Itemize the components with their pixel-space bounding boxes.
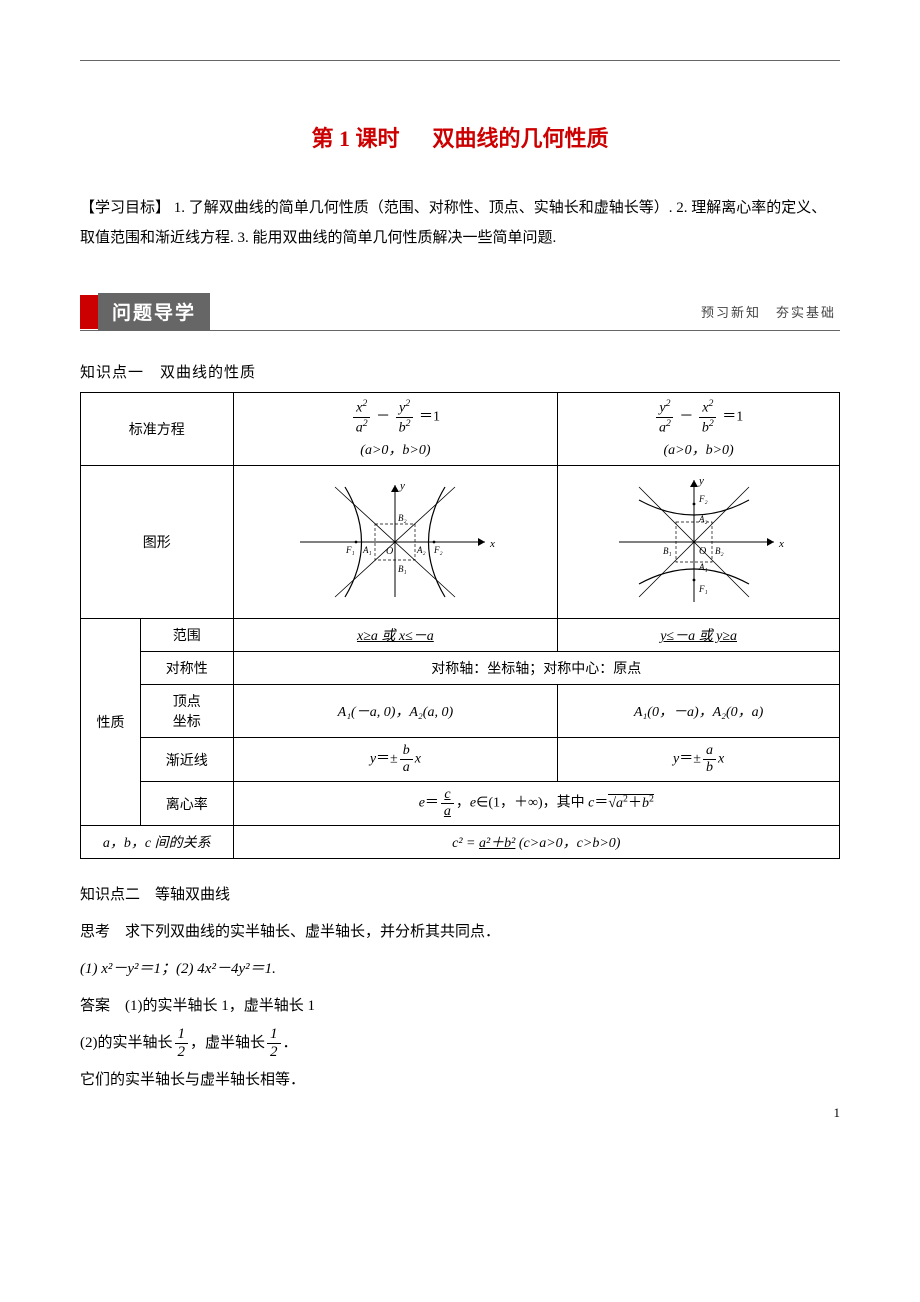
svg-text:F₁: F₁	[698, 584, 708, 594]
section-label: 问题导学	[98, 293, 210, 330]
page-number: 1	[834, 1105, 841, 1121]
asymptote-label: 渐近线	[141, 738, 234, 782]
lesson-title: 第 1 课时 双曲线的几何性质	[80, 121, 840, 153]
hyperbola-horizontal-icon: x y O B₂ B₁ A₁ A₂ F₁	[290, 477, 500, 607]
graph-vertical: x y O A₂ A₁ B₁ B₂ F₂ F₁	[558, 466, 840, 619]
ecc-label: 离心率	[141, 782, 234, 826]
range-label: 范围	[141, 619, 234, 652]
svg-text:y: y	[399, 480, 405, 492]
svg-text:A₁: A₁	[362, 545, 372, 555]
props-rowhead: 性质	[81, 619, 141, 826]
kp2-title: 知识点二 等轴双曲线	[80, 879, 840, 912]
kp2-conclusion: 它们的实半轴长与虚半轴长相等．	[80, 1064, 840, 1097]
relation-val: c² = a²＋b² (c>a>0，c>b>0)	[233, 826, 839, 859]
page: 第 1 课时 双曲线的几何性质 【学习目标】 1. 了解双曲线的简单几何性质（范…	[0, 0, 920, 1141]
kp2-answer1: 答案 (1)的实半轴长 1，虚半轴长 1	[80, 990, 840, 1023]
stdform-eq2: y2a2 － x2b2 ＝1 (a>0，b>0)	[558, 393, 840, 466]
svg-text:B₁: B₁	[398, 564, 407, 574]
symmetry-label: 对称性	[141, 652, 234, 685]
table-row: 性质 范围 x≥a 或 x≤－a y≤－a 或 y≥a	[81, 619, 840, 652]
graph-horizontal: x y O B₂ B₁ A₁ A₂ F₁	[233, 466, 558, 619]
svg-text:A₁: A₁	[698, 562, 708, 572]
table-row: 标准方程 x2a2 － y2b2 ＝1 (a>0，b>0) y2a2 －	[81, 393, 840, 466]
vertex-v1: A₁(－a, 0)，A₂(a, 0)	[233, 685, 558, 738]
svg-text:B₂: B₂	[398, 513, 407, 523]
asymptote-v2: y＝±abx	[558, 738, 840, 782]
kp1-title: 知识点一 双曲线的性质	[80, 361, 840, 382]
svg-text:y: y	[698, 475, 704, 487]
ecc-val: e＝ca，e∈(1，＋∞)，其中 c＝√a2＋b2	[233, 782, 839, 826]
kp2-answer2: (2)的实半轴长12，虚半轴长12．	[80, 1027, 840, 1060]
red-block-icon	[80, 295, 98, 329]
title-main: 双曲线的几何性质	[433, 126, 609, 151]
svg-text:x: x	[778, 538, 784, 550]
objectives-label: 【学习目标】	[80, 200, 170, 216]
svg-text:O: O	[386, 546, 393, 557]
symmetry-val: 对称轴：坐标轴；对称中心：原点	[233, 652, 839, 685]
svg-text:F₂: F₂	[698, 494, 708, 504]
table-row: 图形 x y O	[81, 466, 840, 619]
hyperbola-properties-table: 标准方程 x2a2 － y2b2 ＝1 (a>0，b>0) y2a2 －	[80, 392, 840, 859]
graph-label: 图形	[81, 466, 234, 619]
svg-text:A₂: A₂	[698, 514, 708, 524]
svg-text:A₂: A₂	[416, 545, 426, 555]
asymptote-v1: y＝±bax	[233, 738, 558, 782]
range-v2: y≤－a 或 y≥a	[558, 619, 840, 652]
stdform-eq1: x2a2 － y2b2 ＝1 (a>0，b>0)	[233, 393, 558, 466]
hyperbola-vertical-icon: x y O A₂ A₁ B₁ B₂ F₂ F₁	[609, 472, 789, 612]
svg-text:F₁: F₁	[345, 545, 355, 555]
svg-text:B₂: B₂	[715, 546, 724, 556]
vertex-label: 顶点 坐标	[141, 685, 234, 738]
table-row: 离心率 e＝ca，e∈(1，＋∞)，其中 c＝√a2＋b2	[81, 782, 840, 826]
table-row: 顶点 坐标 A₁(－a, 0)，A₂(a, 0) A₁(0，－a)，A₂(0，a…	[81, 685, 840, 738]
top-rule	[80, 60, 840, 61]
stdform-label: 标准方程	[81, 393, 234, 466]
svg-text:F₂: F₂	[433, 545, 443, 555]
svg-text:B₁: B₁	[663, 546, 672, 556]
relation-label: a，b，c 间的关系	[81, 826, 234, 859]
title-prefix: 第 1 课时	[311, 126, 399, 151]
kp2-equations: (1) x²－y²＝1；(2) 4x²－4y²＝1.	[80, 953, 840, 986]
kp2-question: 思考 求下列双曲线的实半轴长、虚半轴长，并分析其共同点．	[80, 916, 840, 949]
learning-objectives: 【学习目标】 1. 了解双曲线的简单几何性质（范围、对称性、顶点、实轴长和虚轴长…	[80, 193, 840, 253]
objectives-text: 1. 了解双曲线的简单几何性质（范围、对称性、顶点、实轴长和虚轴长等）. 2. …	[80, 200, 826, 246]
range-v1: x≥a 或 x≤－a	[233, 619, 558, 652]
vertex-v2: A₁(0，－a)，A₂(0，a)	[558, 685, 840, 738]
kp2-block: 知识点二 等轴双曲线 思考 求下列双曲线的实半轴长、虚半轴长，并分析其共同点． …	[80, 879, 840, 1097]
section-subtitle: 预习新知 夯实基础	[701, 302, 840, 321]
table-row: 渐近线 y＝±bax y＝±abx	[81, 738, 840, 782]
table-row: 对称性 对称轴：坐标轴；对称中心：原点	[81, 652, 840, 685]
section-bar: 问题导学 预习新知 夯实基础	[80, 293, 840, 331]
svg-text:x: x	[489, 538, 495, 550]
table-row: a，b，c 间的关系 c² = a²＋b² (c>a>0，c>b>0)	[81, 826, 840, 859]
section-bar-left: 问题导学	[80, 293, 210, 330]
